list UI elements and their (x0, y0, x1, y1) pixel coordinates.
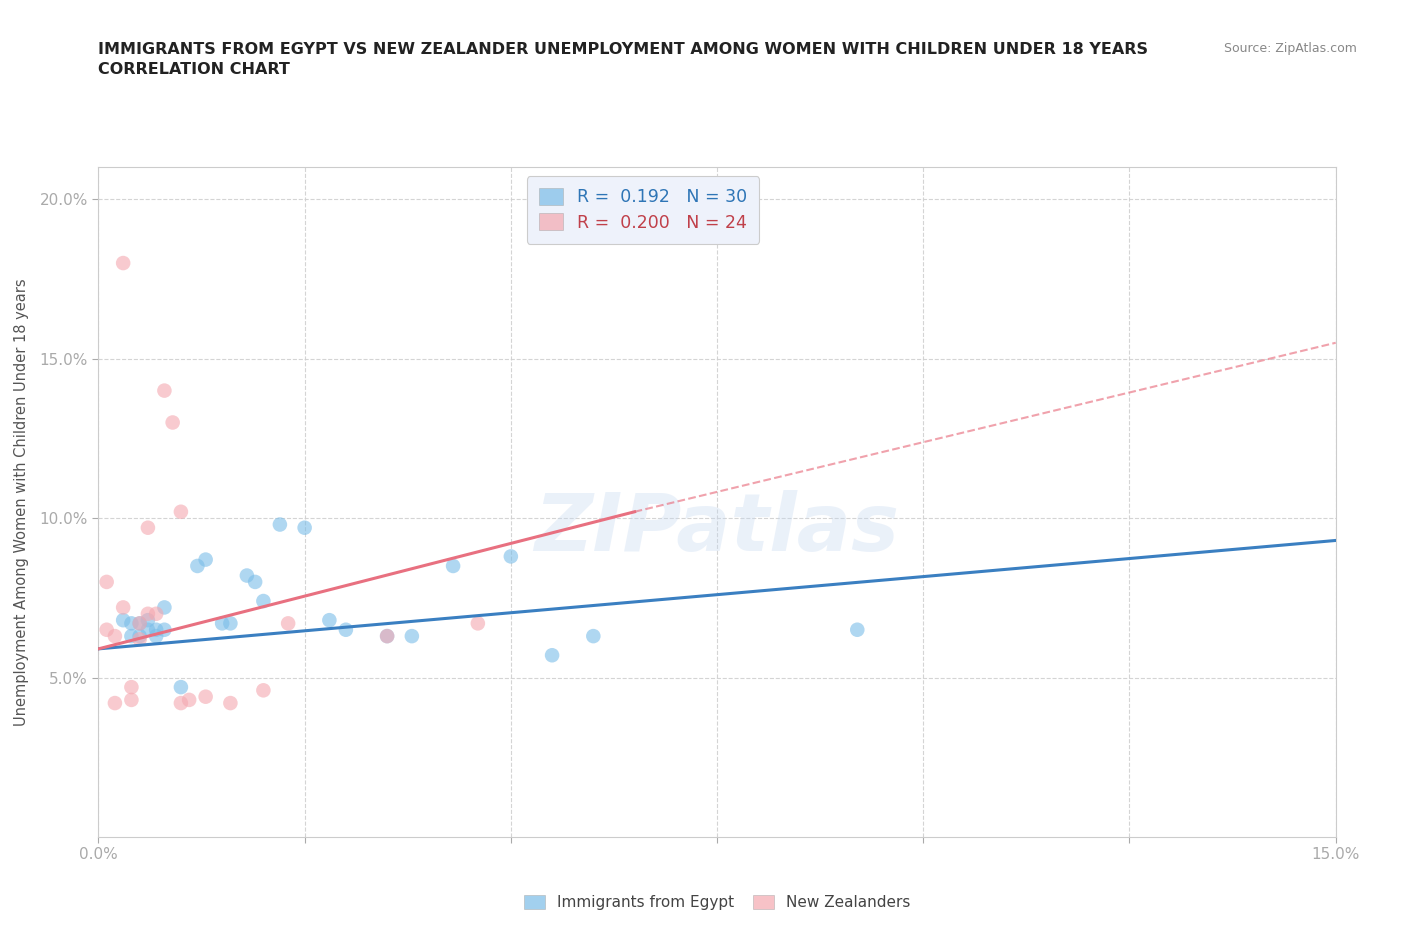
Point (153, 622, 176, 637)
Point (277, 616, 299, 631)
Point (194, 689, 217, 704)
Point (252, 683, 274, 698)
Point (170, 680, 193, 695)
Point (120, 680, 142, 695)
Point (162, 415, 184, 430)
Point (136, 520, 159, 535)
Point (375, 629, 398, 644)
Point (335, 622, 357, 637)
Point (145, 622, 167, 637)
Point (104, 629, 127, 644)
Point (120, 693, 142, 708)
Point (179, 693, 201, 708)
Point (170, 696, 193, 711)
Point (441, 559, 464, 574)
Text: Source: ZipAtlas.com: Source: ZipAtlas.com (1223, 42, 1357, 55)
Point (269, 517, 291, 532)
Point (541, 648, 564, 663)
Point (401, 629, 423, 644)
Point (112, 600, 135, 615)
Point (318, 613, 340, 628)
Point (499, 549, 522, 564)
Point (375, 629, 398, 644)
Point (96, 622, 118, 637)
Point (128, 629, 150, 644)
Point (120, 616, 142, 631)
Point (136, 613, 159, 628)
Point (128, 616, 150, 631)
Point (145, 606, 167, 621)
Point (153, 383, 176, 398)
Point (294, 520, 316, 535)
Point (194, 552, 217, 567)
Point (582, 629, 605, 644)
Point (846, 622, 869, 637)
Point (112, 613, 135, 628)
Point (145, 629, 167, 644)
Point (112, 256, 135, 271)
Point (211, 616, 233, 631)
Point (153, 600, 176, 615)
Text: IMMIGRANTS FROM EGYPT VS NEW ZEALANDER UNEMPLOYMENT AMONG WOMEN WITH CHILDREN UN: IMMIGRANTS FROM EGYPT VS NEW ZEALANDER U… (98, 42, 1149, 57)
Point (186, 559, 208, 574)
Point (467, 616, 489, 631)
Legend: Immigrants from Egypt, New Zealanders: Immigrants from Egypt, New Zealanders (517, 889, 917, 916)
Point (136, 606, 159, 621)
Text: CORRELATION CHART: CORRELATION CHART (98, 62, 290, 77)
Point (128, 616, 150, 631)
Text: ZIPatlas: ZIPatlas (534, 490, 900, 568)
Point (104, 696, 127, 711)
Point (243, 575, 266, 590)
Point (96, 575, 118, 590)
Point (128, 631, 150, 646)
Point (252, 593, 274, 608)
Point (219, 616, 242, 631)
Point (219, 696, 242, 711)
Point (136, 622, 159, 637)
Point (120, 629, 142, 644)
Y-axis label: Unemployment Among Women with Children Under 18 years: Unemployment Among Women with Children U… (14, 278, 28, 726)
Point (236, 568, 259, 583)
Point (170, 504, 193, 519)
